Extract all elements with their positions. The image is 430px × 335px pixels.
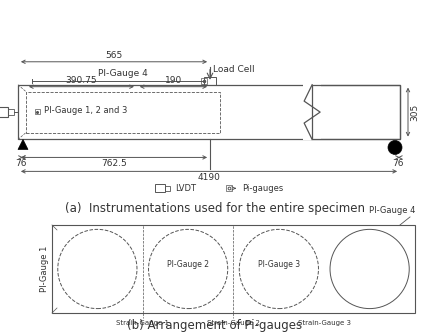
Text: Strain-Gauge 1: Strain-Gauge 1	[116, 320, 169, 326]
Text: 4190: 4190	[197, 174, 220, 182]
Bar	[8, 109, 14, 115]
Text: 565: 565	[105, 51, 123, 60]
Text: Load Cell: Load Cell	[212, 65, 254, 74]
Text: Strain-Gauge 3: Strain-Gauge 3	[297, 320, 350, 326]
Bar	[302, 84, 320, 140]
Polygon shape	[18, 139, 28, 149]
Text: Strain-Gauge 2: Strain-Gauge 2	[206, 320, 259, 326]
Bar	[203, 77, 215, 85]
Text: PI-Gauge 4: PI-Gauge 4	[368, 206, 414, 215]
Bar	[155, 184, 165, 192]
Text: PI-Gauge 4: PI-Gauge 4	[98, 69, 147, 78]
Text: (b) Arrangement of Pi-gauges: (b) Arrangement of Pi-gauges	[127, 319, 302, 332]
Bar	[0, 107, 8, 117]
Text: 305: 305	[409, 104, 418, 121]
Bar	[311, 85, 399, 139]
Bar	[18, 85, 399, 139]
Bar	[200, 78, 206, 84]
Bar	[52, 225, 414, 313]
Text: Pi-gauges: Pi-gauges	[241, 184, 283, 193]
Text: (a)  Instrumentations used for the entire specimen: (a) Instrumentations used for the entire…	[65, 202, 364, 215]
Text: 190: 190	[164, 76, 181, 85]
Text: 762.5: 762.5	[101, 159, 126, 169]
Bar	[225, 185, 231, 191]
Text: LVDT: LVDT	[175, 184, 196, 193]
Circle shape	[387, 140, 401, 154]
Text: PI-Gauge 3: PI-Gauge 3	[257, 261, 299, 269]
Text: PI-Gauge 1, 2 and 3: PI-Gauge 1, 2 and 3	[44, 106, 127, 115]
Text: PI-Gauge 1: PI-Gauge 1	[40, 246, 49, 292]
Bar	[165, 186, 169, 191]
Bar	[35, 109, 40, 114]
Text: 76: 76	[391, 159, 402, 169]
Text: PI-Gauge 2: PI-Gauge 2	[167, 261, 209, 269]
Text: 76: 76	[15, 159, 26, 169]
Text: 390.75: 390.75	[65, 76, 97, 85]
Bar	[26, 92, 220, 133]
